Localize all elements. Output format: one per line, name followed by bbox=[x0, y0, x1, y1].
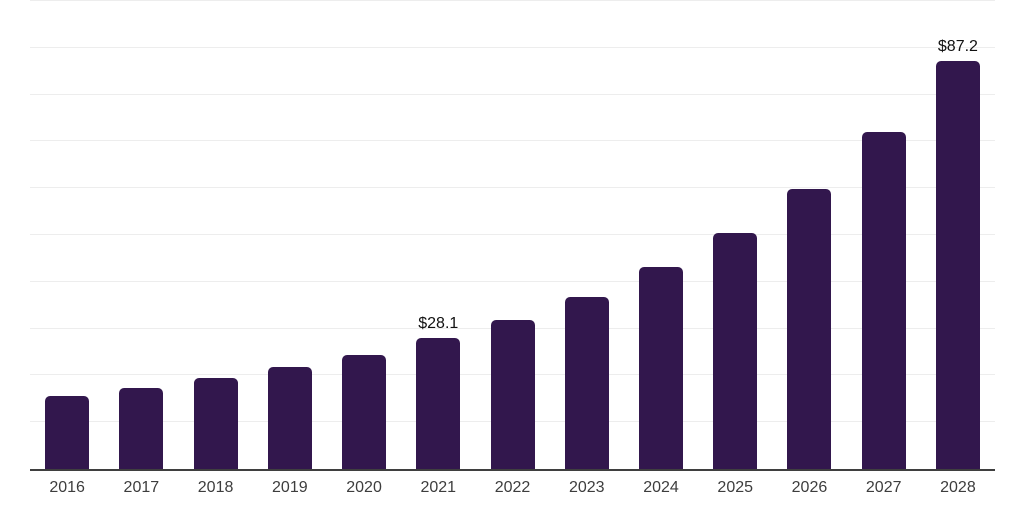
bar-column-2026 bbox=[772, 1, 846, 469]
bar-2021: $28.1 bbox=[416, 315, 461, 469]
bar-value-label-2028: $87.2 bbox=[937, 37, 978, 55]
bar-column-2020 bbox=[327, 1, 401, 469]
x-tick-label-2023: 2023 bbox=[568, 479, 605, 496]
bar-2016 bbox=[45, 396, 90, 469]
gridline-100 bbox=[30, 0, 995, 1]
bar-column-2024 bbox=[624, 1, 698, 469]
gridline-40 bbox=[30, 280, 995, 282]
x-tick-label-2018: 2018 bbox=[197, 479, 234, 496]
x-tick-label-2025: 2025 bbox=[717, 479, 754, 496]
x-axis-line bbox=[30, 469, 995, 471]
bar-2023 bbox=[564, 296, 609, 469]
bar-column-2023 bbox=[550, 1, 624, 469]
x-tick-label-2028: 2028 bbox=[940, 479, 976, 496]
bar-2017 bbox=[119, 388, 164, 469]
bar-2020 bbox=[342, 354, 387, 469]
bar-2025 bbox=[713, 233, 758, 469]
x-tick-label-2016: 2016 bbox=[49, 479, 85, 496]
bar-column-2021: $28.1 bbox=[401, 1, 475, 469]
bar-column-2022 bbox=[475, 1, 549, 469]
x-tick-label-2019: 2019 bbox=[272, 479, 308, 496]
bar-value-label-2021: $28.1 bbox=[418, 314, 459, 332]
gridline-50 bbox=[30, 234, 995, 235]
bar-series: $28.1 $87.2 bbox=[30, 1, 995, 469]
x-tick-label-2021: 2021 bbox=[420, 479, 457, 496]
gridline-70 bbox=[30, 140, 995, 142]
gridline-90 bbox=[30, 46, 995, 48]
bar-column-2016 bbox=[30, 1, 104, 469]
x-tick-label-2017: 2017 bbox=[123, 479, 160, 496]
bar-column-2017 bbox=[104, 1, 178, 469]
bar-2019 bbox=[267, 366, 312, 469]
bar-column-2018 bbox=[178, 1, 252, 469]
x-tick-label-2022: 2022 bbox=[494, 479, 531, 496]
bar-2027 bbox=[861, 132, 906, 469]
x-axis-tick-labels: 2016 2017 2018 2019 2020 2021 2022 2023 2024 2025… bbox=[30, 478, 995, 498]
x-tick-label-2026: 2026 bbox=[791, 479, 828, 496]
bar-2028: $87.2 bbox=[935, 38, 980, 469]
bar-column-2019 bbox=[253, 1, 327, 469]
x-tick-label-2020: 2020 bbox=[346, 479, 382, 496]
bar-column-2028: $87.2 bbox=[921, 1, 995, 469]
bar-2018 bbox=[193, 378, 238, 469]
x-tick-label-2024: 2024 bbox=[643, 479, 679, 496]
bar-2024 bbox=[638, 266, 683, 469]
plot-area: $28.1 $87.2 bbox=[30, 0, 995, 471]
x-tick-label-2027: 2027 bbox=[865, 479, 902, 496]
gridline-60 bbox=[30, 187, 995, 189]
bar-2026 bbox=[787, 189, 832, 469]
bar-column-2027 bbox=[847, 1, 921, 469]
gridline-80 bbox=[30, 93, 995, 95]
bar-2022 bbox=[490, 320, 535, 469]
bar-column-2025 bbox=[698, 1, 772, 469]
